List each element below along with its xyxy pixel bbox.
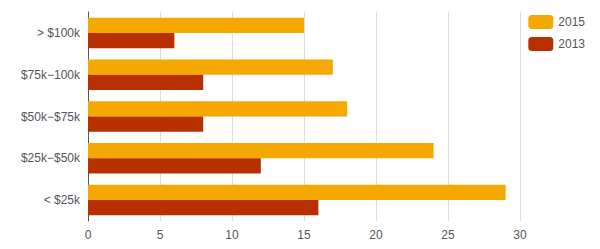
svg-text:25: 25 [441,228,455,242]
svg-text:15: 15 [297,228,311,242]
svg-text:2015: 2015 [558,15,585,29]
svg-text:$25k−$50k: $25k−$50k [21,151,81,165]
svg-text:$75k−100k: $75k−100k [21,68,81,82]
svg-text:20: 20 [369,228,383,242]
svg-text:5: 5 [157,228,164,242]
svg-text:< $25k: < $25k [44,193,81,207]
svg-text:10: 10 [225,228,239,242]
svg-text:2013: 2013 [558,37,585,51]
svg-text:> $100k: > $100k [37,26,81,40]
svg-text:0: 0 [85,228,92,242]
svg-text:$50k−$75k: $50k−$75k [21,110,81,124]
svg-text:30: 30 [513,228,527,242]
